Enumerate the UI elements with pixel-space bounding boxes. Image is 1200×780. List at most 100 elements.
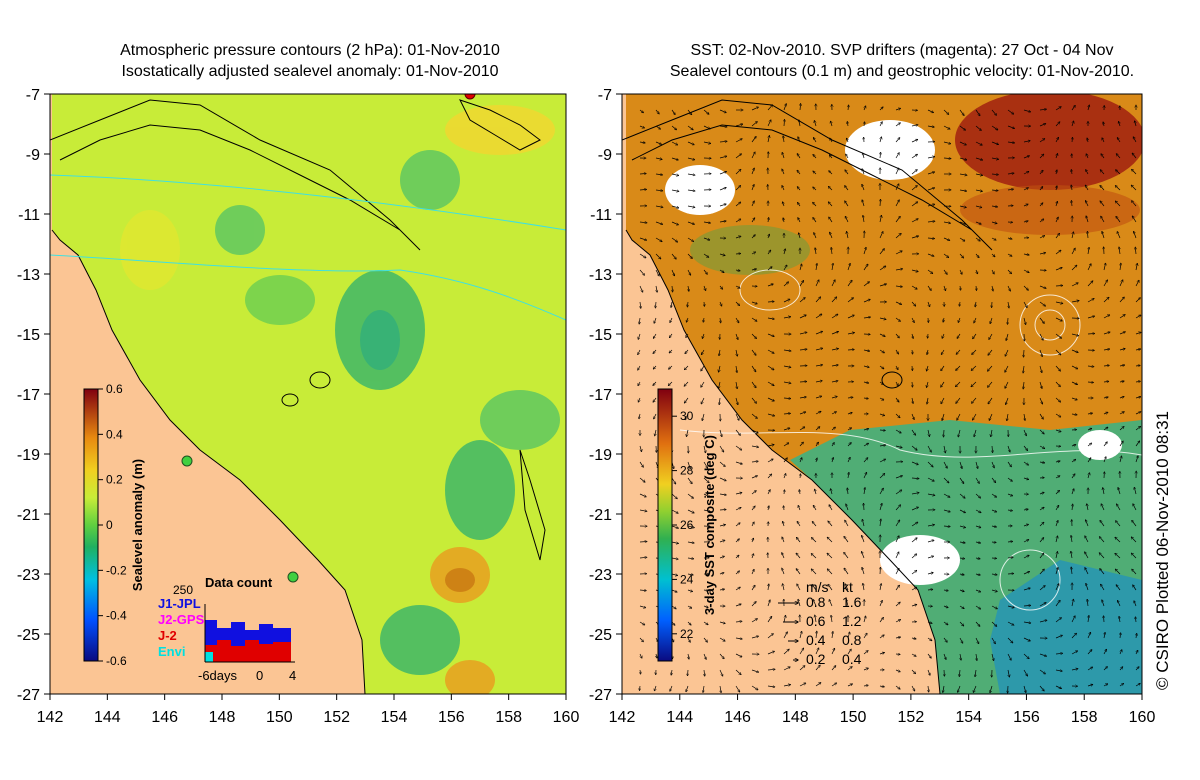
velocity-vector xyxy=(1039,492,1044,494)
velocity-vector xyxy=(895,505,901,511)
velocity-vector xyxy=(911,139,918,143)
velocity-vector xyxy=(959,253,964,258)
velocity-vector xyxy=(751,301,757,304)
velocity-vector xyxy=(1135,315,1141,319)
velocity-vector xyxy=(1087,281,1093,287)
velocity-vector xyxy=(971,381,977,387)
velocity-vector xyxy=(1039,187,1043,191)
velocity-vector xyxy=(959,621,964,626)
velocity-vector xyxy=(1120,650,1122,655)
velocity-vector xyxy=(1086,170,1089,175)
velocity-vector xyxy=(653,381,657,385)
velocity-vector xyxy=(895,349,899,354)
velocity-vector xyxy=(1120,456,1122,463)
velocity-vector xyxy=(720,301,722,306)
velocity-vector xyxy=(847,280,852,287)
velocity-vector xyxy=(815,648,819,655)
velocity-vector xyxy=(671,477,676,484)
velocity-vector xyxy=(703,461,708,468)
velocity-vector xyxy=(863,685,868,686)
velocity-vector xyxy=(991,190,998,191)
velocity-vector xyxy=(847,428,852,431)
velocity-vector xyxy=(1039,685,1044,691)
velocity-vector xyxy=(669,333,673,338)
velocity-vector xyxy=(1103,381,1109,382)
velocity-vector xyxy=(928,301,930,307)
left-y-axis: -7 -9 -11 -13 -15 -17 -19 -21 -23 -25 -27 xyxy=(17,87,50,704)
velocity-vector xyxy=(703,477,709,483)
velocity-vector xyxy=(847,632,850,639)
velocity-vector xyxy=(959,509,965,513)
velocity-vector xyxy=(863,668,868,670)
velocity-vector xyxy=(895,568,899,575)
velocity-vector xyxy=(1006,397,1009,405)
velocity-vector xyxy=(783,398,791,399)
velocity-vector xyxy=(1056,170,1057,175)
velocity-vector xyxy=(798,506,800,511)
velocity-vector xyxy=(751,317,757,321)
velocity-vector xyxy=(844,536,849,543)
velocity-vector xyxy=(1039,349,1042,357)
velocity-vector xyxy=(1133,585,1137,591)
velocity-vector xyxy=(864,122,865,127)
velocity-vector xyxy=(863,299,870,303)
velocity-vector xyxy=(671,125,677,130)
velocity-vector xyxy=(941,365,945,371)
velocity-vector xyxy=(751,381,756,388)
velocity-vector xyxy=(638,365,641,370)
velocity-vector xyxy=(735,508,741,511)
velocity-vector xyxy=(991,461,994,468)
velocity-key-kt-header: kt xyxy=(842,579,853,595)
velocity-vector xyxy=(911,170,917,175)
velocity-vector xyxy=(796,537,801,543)
y-tick-label: -7 xyxy=(26,87,40,104)
velocity-vector xyxy=(1023,478,1029,480)
velocity-vector xyxy=(927,556,934,559)
velocity-vector xyxy=(911,236,919,239)
velocity-vector xyxy=(975,221,981,224)
velocity-vector xyxy=(911,301,916,306)
velocity-vector xyxy=(1007,574,1014,575)
velocity-vector xyxy=(991,493,997,497)
velocity-vector xyxy=(880,519,881,527)
velocity-key-kt: 0.4 xyxy=(842,651,862,667)
velocity-vector xyxy=(1023,269,1029,273)
velocity-vector xyxy=(670,685,673,691)
data-count-legend-item: J1-JPL xyxy=(158,596,201,611)
velocity-vector xyxy=(767,284,773,287)
velocity-vector xyxy=(1007,653,1011,660)
plot-credit: © CSIRO Plotted 06-Nov-2010 08:31 xyxy=(1153,410,1172,690)
velocity-vector xyxy=(972,349,977,355)
velocity-vector xyxy=(671,509,678,513)
velocity-vector xyxy=(783,521,784,527)
velocity-vector xyxy=(639,477,645,482)
velocity-vector xyxy=(989,333,993,339)
velocity-vector xyxy=(845,520,849,527)
velocity-vector xyxy=(1007,605,1014,608)
velocity-vector xyxy=(863,616,866,623)
velocity-vector xyxy=(719,540,725,542)
velocity-vector xyxy=(784,474,786,479)
velocity-vector xyxy=(831,648,835,655)
velocity-vector xyxy=(956,365,961,370)
velocity-vector xyxy=(782,186,785,191)
velocity-vector xyxy=(797,584,801,591)
velocity-vector xyxy=(911,125,918,126)
velocity-vector xyxy=(829,217,833,223)
velocity-vector xyxy=(927,109,933,113)
velocity-vector xyxy=(655,174,663,175)
velocity-vector xyxy=(686,317,688,322)
velocity-vector xyxy=(735,493,742,494)
velocity-vector xyxy=(719,622,725,624)
velocity-vector xyxy=(1039,429,1044,434)
velocity-vector xyxy=(686,333,689,338)
velocity-vector xyxy=(879,635,884,639)
velocity-vector xyxy=(1134,231,1137,239)
velocity-vector xyxy=(1023,301,1027,308)
velocity-vector xyxy=(1071,651,1078,655)
velocity-vector xyxy=(1100,569,1105,575)
velocity-vector xyxy=(687,542,694,543)
y-tick-label: -23 xyxy=(589,567,612,584)
data-count-histogram xyxy=(204,604,295,663)
velocity-vector xyxy=(751,669,759,672)
